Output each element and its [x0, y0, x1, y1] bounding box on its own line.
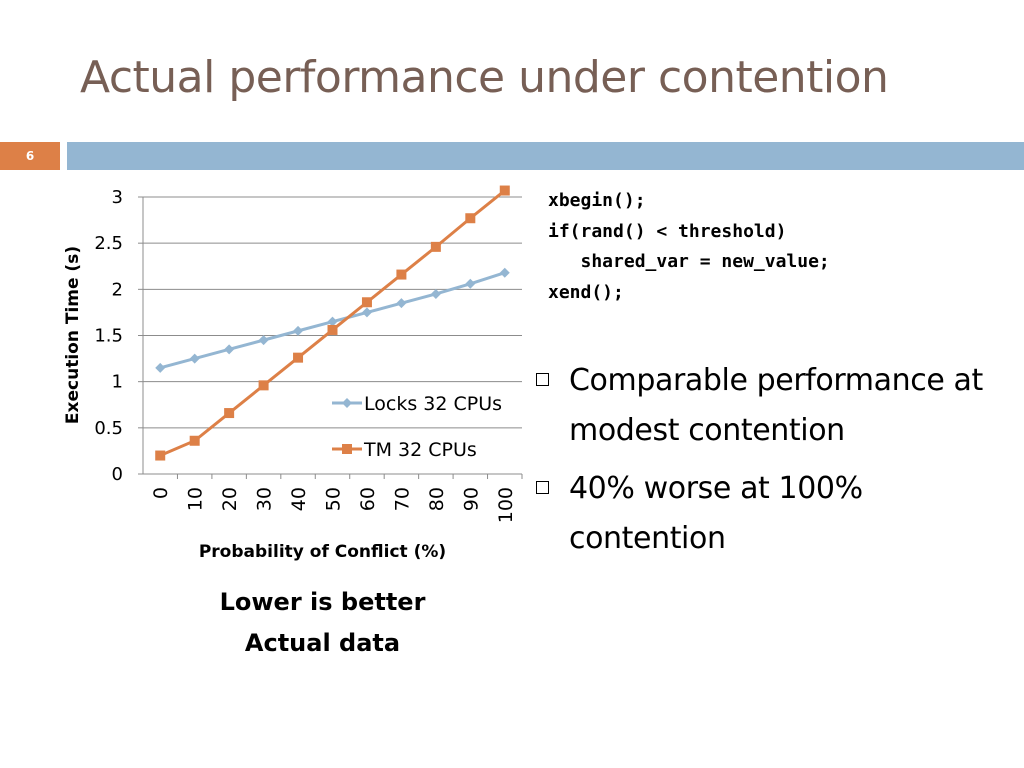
- data-point: [361, 297, 372, 308]
- y-axis-title: Execution Time (s): [63, 246, 83, 424]
- data-point: [258, 335, 269, 346]
- y-tick-label: 0: [112, 464, 123, 485]
- slide-number: 6: [0, 142, 60, 170]
- bullet-list: Comparable performance at modest content…: [534, 356, 984, 572]
- title-accent-bar: [67, 142, 1024, 170]
- data-point: [293, 352, 304, 363]
- bullet-text: 40% worse at 100% contention: [569, 471, 863, 556]
- x-tick-label: 100: [495, 487, 517, 523]
- x-tick-label: 10: [185, 487, 207, 511]
- data-point: [189, 435, 200, 446]
- line-chart: 00.511.522.530 10 20 30 40 50 60 70 80 90 100Proba…: [63, 185, 523, 562]
- code-line: if(rand() < threshold): [548, 220, 787, 242]
- data-point: [430, 241, 441, 252]
- legend-label: Locks 32 CPUs: [364, 393, 502, 415]
- slide-title: Actual performance under contention: [80, 52, 889, 103]
- x-tick-label: 90: [460, 487, 482, 511]
- x-axis-title: Probability of Conflict (%): [199, 542, 446, 562]
- data-point: [499, 185, 510, 196]
- x-tick-label: 30: [254, 487, 276, 511]
- data-point: [342, 444, 352, 454]
- data-point: [224, 408, 235, 419]
- caption-actual-data: Actual data: [244, 629, 401, 657]
- data-point: [430, 288, 441, 299]
- data-point: [361, 307, 372, 318]
- data-point: [155, 450, 166, 461]
- y-tick-label: 0.5: [94, 418, 123, 439]
- data-point: [189, 353, 200, 364]
- data-point: [465, 278, 476, 289]
- square-bullet-icon: [536, 481, 549, 494]
- x-tick-label: 50: [323, 487, 345, 511]
- data-point: [258, 380, 269, 391]
- bullet-item: Comparable performance at modest content…: [534, 356, 984, 455]
- x-tick-label: 0: [150, 487, 172, 499]
- data-point: [224, 344, 235, 355]
- x-tick-label: 20: [219, 487, 241, 511]
- legend-label: TM 32 CPUs: [363, 439, 477, 461]
- y-tick-label: 3: [112, 187, 123, 208]
- bullet-item: 40% worse at 100% contention: [534, 464, 984, 563]
- data-point: [396, 298, 407, 309]
- caption-lower-is-better: Lower is better: [219, 588, 426, 616]
- data-point: [327, 316, 338, 327]
- data-point: [465, 213, 476, 224]
- code-line: shared_var = new_value;: [548, 251, 830, 272]
- x-tick-label: 70: [391, 487, 413, 511]
- y-tick-label: 1.5: [94, 326, 123, 347]
- y-tick-label: 2: [112, 279, 123, 300]
- y-tick-label: 2.5: [94, 233, 123, 254]
- data-point: [499, 267, 510, 278]
- data-point: [327, 324, 338, 335]
- square-bullet-icon: [536, 373, 549, 386]
- data-point: [396, 269, 407, 280]
- y-tick-label: 1: [112, 372, 123, 393]
- x-tick-label: 80: [426, 487, 448, 511]
- data-point: [155, 362, 166, 373]
- bullet-text: Comparable performance at modest content…: [569, 363, 983, 448]
- x-tick-label: 60: [357, 487, 379, 511]
- data-point: [293, 325, 304, 336]
- code-line: xend();: [548, 281, 624, 303]
- data-point: [342, 398, 352, 408]
- code-snippet: xbegin(); if(rand() < threshold) shared_…: [548, 186, 830, 308]
- code-line: xbegin();: [548, 190, 646, 211]
- x-tick-label: 40: [288, 487, 310, 511]
